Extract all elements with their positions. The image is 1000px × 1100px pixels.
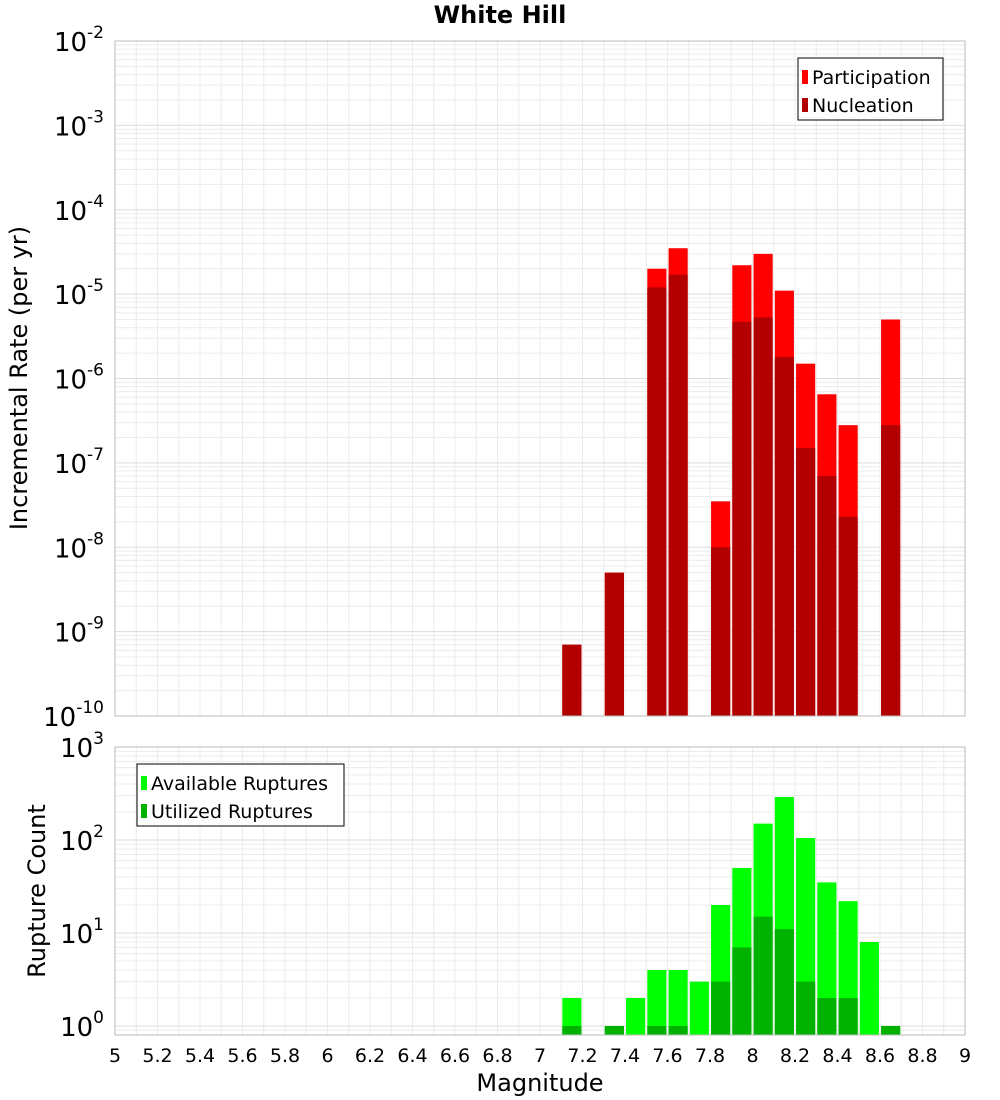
x-tick-label: 7.8 (695, 1045, 725, 1067)
bar (562, 997, 582, 1035)
bar (732, 947, 752, 1035)
bar (774, 356, 794, 716)
bar (881, 1025, 901, 1035)
bar (774, 929, 794, 1035)
bar (732, 321, 752, 716)
bar (817, 997, 837, 1035)
series-nucleation (562, 274, 901, 716)
bar (604, 572, 624, 716)
y-tick-label: 102 (60, 822, 104, 857)
bar (838, 516, 858, 716)
y-tick-labels: 10-10 10-9 10-8 10-7 10-6 10-5 10-4 10-3 10-2 (43, 23, 104, 733)
x-tick-label: 5.2 (142, 1045, 172, 1067)
y-tick-label: 101 (60, 915, 104, 950)
y-tick-label: 10-9 (54, 614, 104, 649)
bar (668, 969, 688, 1035)
bar (817, 882, 837, 1035)
rate-y-axis-label: Incremental Rate (per yr) (5, 226, 33, 530)
plot-frame (114, 746, 966, 1036)
legend-box (797, 57, 944, 121)
bar (647, 969, 667, 1035)
y-tick-label: 10-7 (54, 445, 104, 480)
bar (753, 317, 773, 716)
legend-swatch (141, 804, 147, 818)
x-tick-label: 7.4 (610, 1045, 640, 1067)
x-tick-label: 7.6 (652, 1045, 682, 1067)
rate-panel: 10-10 10-9 10-8 10-7 10-6 10-5 10-4 10-3 10-2 Par… (43, 23, 966, 733)
y-tick-label: 10-4 (54, 192, 104, 227)
x-tick-label: 9 (959, 1045, 971, 1067)
x-tick-label: 7 (534, 1045, 546, 1067)
bar (859, 942, 879, 1035)
x-tick-label: 8.6 (865, 1045, 895, 1067)
x-tick-label: 6.8 (482, 1045, 512, 1067)
y-tick-label: 10-6 (54, 361, 104, 396)
y-tick-label: 10-3 (54, 107, 104, 142)
bar (668, 274, 688, 716)
x-tick-label: 6.4 (397, 1045, 427, 1067)
x-tick-label: 8 (746, 1045, 758, 1067)
y-tick-label: 100 (60, 1008, 104, 1043)
y-tick-labels: 100 101 102 103 (60, 729, 104, 1043)
bar (604, 1025, 624, 1035)
magnitude-x-axis-label: Magnitude (476, 1069, 603, 1097)
legend-label: Utilized Ruptures (151, 801, 313, 823)
x-tick-labels: 5 5.2 5.4 5.6 5.8 6 6.2 6.4 6.6 6.8 7 7.2 7.4 7.6 7.8 8… (109, 1045, 971, 1067)
x-tick-label: 6 (321, 1045, 333, 1067)
bar (817, 475, 837, 716)
legend-box (136, 763, 345, 827)
bar (753, 916, 773, 1035)
x-tick-label: 6.2 (355, 1045, 385, 1067)
x-tick-label: 6.6 (440, 1045, 470, 1067)
x-tick-label: 5.8 (270, 1045, 300, 1067)
legend-swatch (141, 776, 147, 790)
bar (838, 997, 858, 1035)
x-tick-label: 5.6 (227, 1045, 257, 1067)
legend: Available Ruptures Utilized Ruptures (136, 763, 345, 827)
plot-frame (114, 40, 966, 717)
grid (114, 41, 966, 717)
chart-title: White Hill (434, 1, 567, 29)
bar (796, 448, 816, 716)
legend-swatch (802, 98, 808, 112)
bar (647, 287, 667, 716)
y-tick-label: 103 (60, 729, 104, 764)
bar (711, 547, 731, 716)
legend-label: Participation (812, 67, 931, 89)
x-tick-label: 8.4 (822, 1045, 852, 1067)
series-utilized-ruptures (562, 916, 901, 1035)
y-tick-label: 10-8 (54, 529, 104, 564)
bar (562, 644, 582, 716)
x-tick-label: 8.2 (780, 1045, 810, 1067)
x-tick-label: 5 (109, 1045, 121, 1067)
bar (562, 1025, 582, 1035)
legend: Participation Nucleation (797, 57, 944, 121)
bar (881, 425, 901, 716)
bar (796, 981, 816, 1035)
x-tick-label: 8.8 (907, 1045, 937, 1067)
legend-label: Nucleation (812, 95, 914, 117)
bar (647, 1025, 667, 1035)
y-tick-label: 10-2 (54, 23, 104, 58)
y-tick-label: 10-5 (54, 276, 104, 311)
count-y-axis-label: Rupture Count (23, 804, 51, 978)
y-tick-label: 10-10 (43, 698, 104, 733)
bar (711, 981, 731, 1035)
x-tick-label: 5.4 (185, 1045, 215, 1067)
x-tick-label: 7.2 (567, 1045, 597, 1067)
bar (689, 981, 709, 1035)
legend-swatch (802, 70, 808, 84)
bar (626, 997, 646, 1035)
legend-label: Available Ruptures (151, 773, 328, 795)
bar (668, 1025, 688, 1035)
